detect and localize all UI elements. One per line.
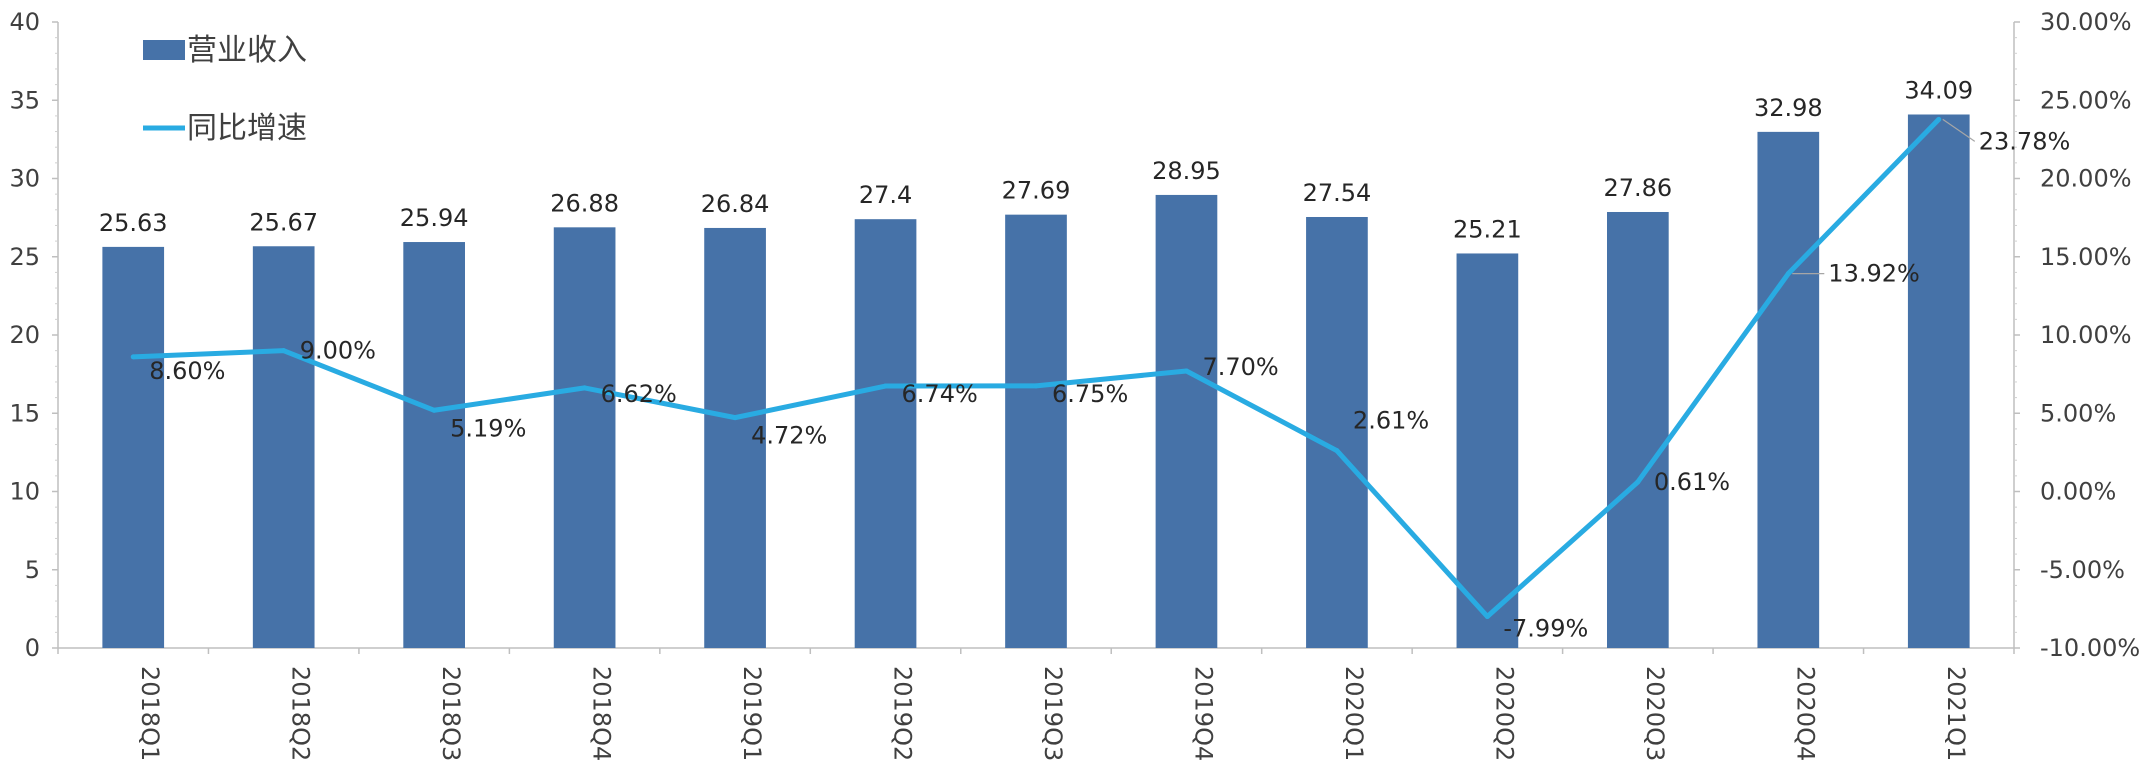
bars-layer [102, 114, 1970, 649]
x-label-2020Q1: 2020Q1 [1340, 666, 1368, 761]
growth-label-2020Q2: -7.99% [1503, 615, 1588, 643]
bar-2019Q1 [704, 227, 766, 649]
left-tick-label: 5 [25, 556, 40, 584]
x-label-2018Q3: 2018Q3 [437, 666, 465, 761]
x-label-2019Q3: 2019Q3 [1039, 666, 1067, 761]
x-label-2020Q4: 2020Q4 [1791, 666, 1819, 761]
bar-label-2018Q4: 26.88 [550, 189, 619, 217]
bar-label-2019Q1: 26.84 [701, 190, 770, 218]
legend: 营业收入 同比增速 [143, 33, 307, 146]
left-tick-label: 20 [9, 321, 40, 349]
legend-label-revenue: 营业收入 [187, 33, 307, 68]
growth-label-2019Q4: 7.70% [1202, 353, 1278, 381]
x-label-2018Q2: 2018Q2 [287, 666, 315, 761]
bar-label-2018Q1: 25.63 [99, 209, 168, 237]
growth-point-2020Q3 [1635, 479, 1641, 485]
bar-label-2020Q4: 32.98 [1754, 94, 1823, 122]
x-label-2018Q4: 2018Q4 [588, 666, 616, 761]
growth-label-2020Q3: 0.61% [1654, 468, 1730, 496]
x-label-2020Q3: 2020Q3 [1641, 666, 1669, 761]
legend-swatch-bar [143, 40, 185, 60]
left-tick-label: 40 [9, 8, 40, 36]
growth-point-2019Q2 [883, 383, 889, 389]
growth-point-2018Q1 [130, 354, 136, 360]
right-tick-label: 30.00% [2040, 8, 2132, 36]
bar-2020Q3 [1607, 211, 1669, 648]
bar-label-2019Q2: 27.4 [859, 181, 912, 209]
bar-label-2019Q4: 28.95 [1152, 157, 1221, 185]
left-tick-label: 35 [9, 86, 40, 114]
growth-label-2019Q3: 6.75% [1052, 380, 1128, 408]
leader-line-2021Q1 [1942, 118, 1976, 142]
bar-2018Q2 [252, 246, 315, 648]
bar-label-2020Q2: 25.21 [1453, 215, 1522, 243]
bar-2019Q4 [1155, 194, 1218, 648]
bar-2018Q1 [102, 246, 165, 648]
left-tick-label: 10 [9, 478, 40, 506]
bar-label-2021Q1: 34.09 [1904, 76, 1973, 104]
bar-2018Q3 [403, 242, 465, 648]
bar-label-2020Q1: 27.54 [1303, 179, 1372, 207]
line-labels-layer: 8.60% 9.00% 5.19% 6.62% 4.72% 6.74% 6.75% 7.70%… [149, 118, 2071, 643]
right-tick-label: 25.00% [2040, 86, 2132, 114]
bar-label-2018Q2: 25.67 [249, 208, 318, 236]
growth-label-2018Q2: 9.00% [300, 337, 376, 365]
bar-2020Q1 [1306, 216, 1368, 648]
growth-point-2021Q1 [1936, 116, 1942, 122]
growth-label-2020Q1: 2.61% [1353, 407, 1429, 435]
left-tick-label: 25 [9, 243, 40, 271]
growth-label-2019Q2: 6.74% [902, 380, 978, 408]
bar-label-2020Q3: 27.86 [1603, 174, 1672, 202]
right-tick-label: -10.00% [2040, 634, 2140, 662]
right-tick-label: 20.00% [2040, 165, 2132, 193]
x-label-2019Q2: 2019Q2 [889, 666, 917, 761]
growth-label-2018Q3: 5.19% [450, 414, 526, 442]
axes-layer: 0 5 10 15 20 25 30 35 40 -10.00% -5.00% 0.00% 5.00% 1… [9, 8, 2140, 662]
growth-label-2021Q1: 23.78% [1979, 127, 2071, 155]
right-tick-label: 15.00% [2040, 243, 2132, 271]
bar-2021Q1 [1907, 114, 1970, 648]
bar-2020Q4 [1757, 131, 1820, 648]
x-axis-labels: 2018Q1 2018Q2 2018Q3 2018Q4 2019Q1 2019Q2 2019… [136, 666, 1970, 761]
x-label-2019Q4: 2019Q4 [1189, 666, 1217, 761]
growth-point-2020Q1 [1334, 448, 1340, 454]
left-tick-label: 30 [9, 165, 40, 193]
bar-2020Q2 [1456, 253, 1519, 648]
bar-labels-layer: 25.63 25.67 25.94 26.88 26.84 27.4 27.69 28.95 2… [99, 76, 1973, 243]
bar-2019Q3 [1005, 214, 1067, 649]
bar-label-2019Q3: 27.69 [1002, 177, 1071, 205]
bar-label-2018Q3: 25.94 [400, 204, 469, 232]
growth-point-2018Q3 [431, 407, 437, 413]
right-tick-label: 5.00% [2040, 399, 2116, 427]
x-label-2021Q1: 2021Q1 [1942, 666, 1970, 761]
growth-label-2020Q4: 13.92% [1828, 260, 1920, 288]
x-label-2019Q1: 2019Q1 [738, 666, 766, 761]
right-tick-label: -5.00% [2040, 556, 2125, 584]
growth-point-2020Q4 [1785, 271, 1791, 277]
growth-label-2019Q1: 4.72% [751, 422, 827, 450]
right-tick-label: 0.00% [2040, 478, 2116, 506]
left-tick-label: 0 [25, 634, 40, 662]
bar-2018Q4 [553, 227, 616, 648]
growth-point-2019Q4 [1183, 368, 1189, 374]
bar-2019Q2 [854, 219, 917, 648]
left-tick-label: 15 [9, 399, 40, 427]
growth-point-2018Q4 [582, 385, 588, 391]
growth-point-2019Q3 [1033, 383, 1039, 389]
growth-label-2018Q4: 6.62% [601, 380, 677, 408]
growth-label-2018Q1: 8.60% [149, 357, 225, 385]
line-layer [130, 116, 1942, 620]
growth-point-2018Q2 [281, 348, 287, 354]
x-label-2020Q2: 2020Q2 [1490, 666, 1518, 761]
growth-point-2020Q2 [1484, 614, 1490, 620]
right-tick-label: 10.00% [2040, 321, 2132, 349]
growth-point-2019Q1 [732, 415, 738, 421]
legend-label-growth: 同比增速 [187, 111, 307, 146]
x-label-2018Q1: 2018Q1 [136, 666, 164, 761]
